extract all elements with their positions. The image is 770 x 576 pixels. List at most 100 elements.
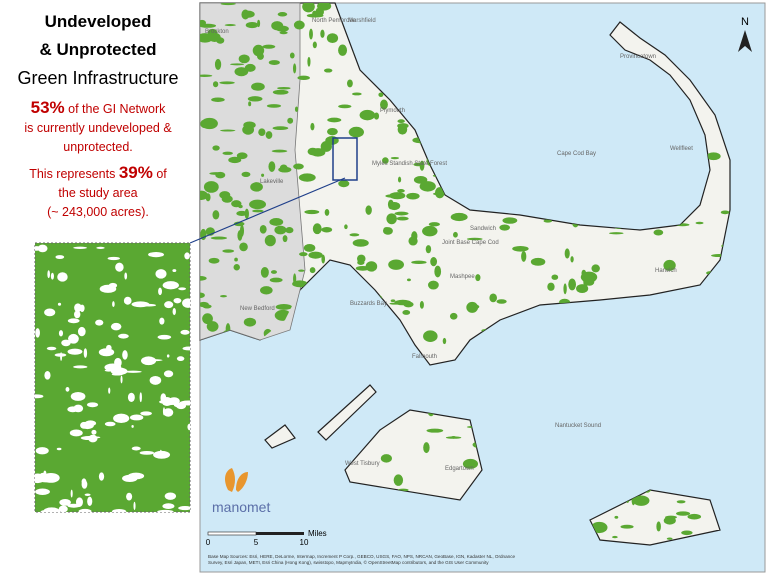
gap — [124, 370, 142, 373]
green-patch — [423, 330, 438, 343]
gap — [58, 330, 64, 337]
gap — [67, 318, 80, 324]
green-patch — [388, 202, 401, 211]
green-patch — [653, 229, 664, 236]
green-patch — [207, 28, 218, 37]
gap — [83, 348, 88, 358]
green-patch — [388, 259, 404, 270]
green-patch — [397, 119, 405, 124]
green-patch — [244, 208, 249, 220]
gap — [131, 446, 141, 451]
gap — [81, 478, 87, 485]
green-patch — [230, 63, 245, 66]
green-patch — [397, 176, 402, 183]
title: Undeveloped — [44, 12, 152, 31]
green-patch — [312, 10, 317, 16]
green-patch — [338, 104, 352, 109]
green-patch — [228, 156, 242, 164]
stat-text: of the GI Network — [68, 102, 166, 116]
place-label: Wellfleet — [670, 146, 693, 152]
green-patch — [200, 190, 208, 201]
scale-segment — [256, 532, 304, 535]
green-patch — [581, 269, 587, 277]
gap — [70, 489, 73, 498]
text-panel: Undeveloped & Unprotected Green Infrastr… — [0, 8, 196, 222]
green-patch — [202, 313, 213, 325]
green-patch — [396, 216, 409, 221]
green-patch — [320, 29, 325, 38]
green-patch — [222, 151, 233, 155]
green-patch — [250, 182, 263, 192]
green-patch — [349, 233, 360, 237]
green-patch — [249, 199, 267, 210]
green-patch — [287, 117, 294, 124]
green-patch — [224, 24, 236, 27]
green-patch — [237, 230, 243, 241]
green-patch — [274, 225, 287, 235]
green-patch — [411, 260, 427, 265]
gap — [86, 402, 99, 408]
north-arrow: N — [738, 16, 752, 52]
green-patch — [219, 81, 235, 85]
green-patch — [570, 256, 574, 263]
gap — [172, 269, 177, 272]
gap — [56, 447, 62, 451]
green-patch — [282, 235, 288, 243]
green-patch — [312, 41, 317, 49]
green-patch — [271, 22, 281, 27]
green-patch — [258, 128, 266, 136]
gap — [115, 262, 124, 272]
green-patch — [496, 299, 507, 304]
green-patch — [530, 257, 546, 266]
gap — [42, 472, 60, 483]
gap — [163, 408, 174, 417]
green-patch — [720, 210, 730, 215]
gap — [164, 492, 177, 500]
gap — [77, 326, 86, 337]
green-patch — [252, 209, 264, 213]
green-patch — [426, 428, 444, 433]
gap — [166, 354, 170, 358]
green-patch — [614, 515, 619, 519]
scale-segment — [207, 531, 257, 536]
green-patch — [394, 211, 409, 216]
green-patch — [423, 442, 430, 454]
green-patch — [272, 89, 289, 95]
green-patch — [234, 67, 249, 77]
gap — [182, 298, 190, 308]
stat: 53% of the GI Network — [0, 98, 196, 119]
green-patch — [262, 44, 276, 49]
gap — [84, 493, 91, 496]
green-patch — [294, 106, 299, 112]
gap — [43, 507, 61, 512]
green-patch — [430, 256, 438, 267]
green-patch — [521, 251, 527, 262]
green-patch — [406, 278, 411, 282]
gap — [44, 308, 56, 317]
green-patch — [269, 218, 284, 226]
gap — [160, 393, 167, 403]
green-patch — [297, 75, 310, 81]
gap — [107, 256, 120, 261]
gap — [73, 365, 88, 369]
green-patch — [233, 264, 240, 271]
green-patch — [352, 92, 362, 96]
green-patch — [243, 317, 257, 327]
green-patch — [243, 121, 256, 129]
stat: This represents 39% of — [0, 163, 196, 184]
green-patch — [208, 257, 220, 264]
green-patch — [285, 227, 294, 234]
gap — [178, 287, 187, 291]
green-patch — [278, 166, 292, 173]
gap — [158, 287, 163, 296]
green-patch — [695, 221, 704, 225]
gap — [99, 284, 117, 293]
attribution: Base Map Sources: Esri, HERE, DeLorme, I… — [208, 554, 515, 559]
green-patch — [236, 152, 248, 160]
gap — [164, 301, 174, 309]
green-patch — [393, 474, 404, 486]
green-patch — [338, 44, 348, 56]
green-patch — [442, 337, 447, 345]
gap — [120, 415, 124, 422]
green-patch — [408, 236, 418, 246]
